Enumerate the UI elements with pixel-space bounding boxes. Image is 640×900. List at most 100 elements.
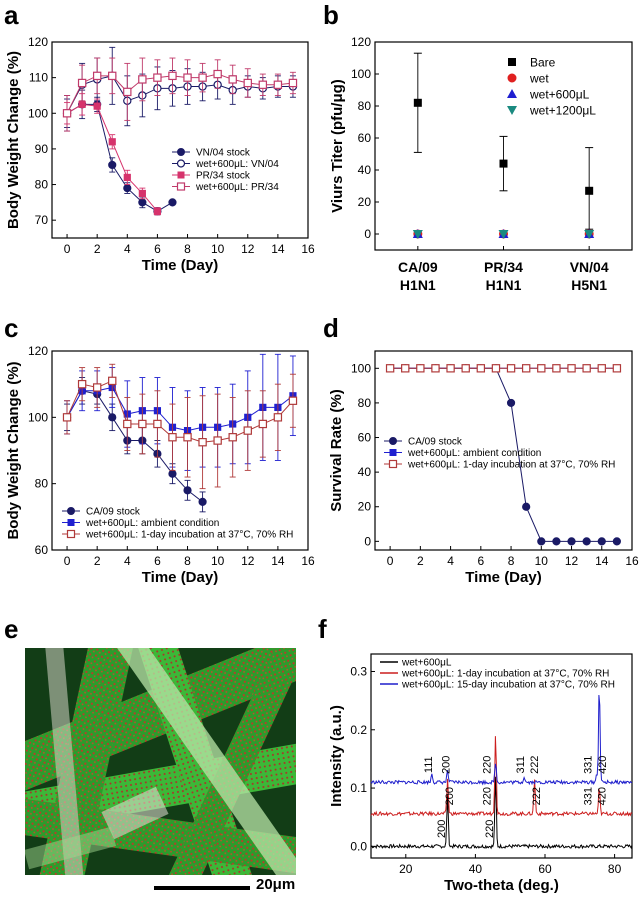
x-tick-label-d: 6 xyxy=(477,554,484,568)
legend-label-c: CA/09 stock xyxy=(86,507,141,518)
y-axis-label-f: Intensity (a.u.) xyxy=(328,705,345,807)
data-point-c-2 xyxy=(213,436,222,445)
data-point-a-2 xyxy=(138,189,146,198)
data-point-a-0 xyxy=(108,160,117,170)
data-point-c-0 xyxy=(168,469,177,478)
data-point-a-0 xyxy=(123,184,132,193)
legend-marker-d xyxy=(388,459,398,469)
panel-label-b: b xyxy=(323,0,339,30)
y-tick-label-b: 0 xyxy=(364,227,371,241)
plot-frame-a xyxy=(51,41,309,239)
data-point-d-2 xyxy=(521,364,531,373)
data-point-d-2 xyxy=(385,364,395,373)
y-axis-label-a: Body Weight Change (%) xyxy=(5,51,22,229)
data-point-d-2 xyxy=(506,364,516,373)
data-point-d-0 xyxy=(612,537,621,546)
x-tick-label-a: 2 xyxy=(94,242,101,256)
x-tick-label-a: 0 xyxy=(64,242,71,256)
peak-label-f-2: 200 xyxy=(440,756,452,774)
data-point-a-3 xyxy=(213,69,222,79)
x-tick-label-d: 2 xyxy=(417,554,424,568)
peak-label-f-1: 220 xyxy=(481,787,493,805)
data-point-c-2 xyxy=(62,413,72,422)
x-tick-label-d: 4 xyxy=(447,554,454,568)
data-point-d-0 xyxy=(537,537,546,546)
x-tick-label-c: 0 xyxy=(64,554,71,568)
data-point-a-2 xyxy=(78,100,86,108)
sem-scale-label: 20μm xyxy=(256,876,296,893)
x-tick-label-c: 4 xyxy=(124,554,131,568)
data-point-d-0 xyxy=(552,537,561,546)
sem-scale-bar xyxy=(154,886,250,890)
data-point-a-0 xyxy=(168,198,177,207)
data-point-d-2 xyxy=(612,364,622,373)
data-point-c-2 xyxy=(138,419,147,429)
peak-label-f-1: 222 xyxy=(531,787,543,805)
data-point-b-3 xyxy=(412,230,423,239)
data-point-b-0 xyxy=(499,159,508,168)
data-point-d-2 xyxy=(597,364,606,373)
legend-label-d: CA/09 stock xyxy=(408,437,463,448)
data-point-a-3 xyxy=(123,87,132,97)
legend-label-d: wet+600μL: ambient condition xyxy=(407,448,541,459)
data-point-a-0 xyxy=(138,198,147,207)
x-tick-label-a: 8 xyxy=(184,242,191,256)
data-point-d-2 xyxy=(446,364,455,373)
legend-marker-a xyxy=(176,159,186,168)
x-tick-label-d: 14 xyxy=(595,554,609,568)
y-axis-label-c: Body Weight Change (%) xyxy=(5,361,22,539)
panel-label-f: f xyxy=(318,614,327,644)
y-axis-label-d: Survival Rate (%) xyxy=(328,389,345,512)
data-point-a-3 xyxy=(62,109,72,118)
xrd-trace-1 xyxy=(370,736,633,817)
x-tick-label-c: 8 xyxy=(184,554,191,568)
y-tick-label-f: 0.3 xyxy=(350,664,367,678)
plot-frame-c xyxy=(51,350,309,551)
y-tick-label-b: 120 xyxy=(351,35,371,49)
series-line-c-1 xyxy=(66,386,294,432)
data-point-b-3 xyxy=(584,230,595,239)
y-tick-label-f: 0.2 xyxy=(350,723,367,737)
peak-label-f-2: 311 xyxy=(515,756,527,774)
y-tick-label-b: 20 xyxy=(358,195,372,209)
data-point-a-2 xyxy=(123,173,131,182)
data-point-a-3 xyxy=(183,73,192,82)
x-tick-label-d: 12 xyxy=(565,554,579,568)
x-tick-label-a: 4 xyxy=(124,242,131,256)
y-tick-label-d: 80 xyxy=(358,396,372,410)
panel-label-d: d xyxy=(323,313,339,343)
x-tick-label-a: 10 xyxy=(211,242,225,256)
legend-label-b: Bare xyxy=(530,56,556,70)
panel-label-a: a xyxy=(4,0,19,30)
peak-label-f-2: 220 xyxy=(481,756,493,774)
y-tick-label-d: 100 xyxy=(351,361,371,375)
x-tick-label-f: 40 xyxy=(469,862,483,876)
peak-label-f-1: 200 xyxy=(444,787,456,805)
x-tick-label-f: 80 xyxy=(608,862,622,876)
panel-label-c: c xyxy=(4,313,18,343)
category-label-b: H1N1 xyxy=(486,277,522,293)
data-point-a-3 xyxy=(92,71,102,81)
legend-label-a: wet+600μL: VN/04 xyxy=(195,159,279,170)
y-tick-label-d: 20 xyxy=(358,500,372,514)
data-point-a-3 xyxy=(108,71,117,81)
data-point-d-2 xyxy=(476,364,486,373)
legend-marker-d xyxy=(389,449,397,456)
xrd-trace-2 xyxy=(370,694,633,786)
data-point-a-3 xyxy=(288,78,298,88)
data-point-c-2 xyxy=(77,379,87,389)
legend-marker-b xyxy=(507,73,517,83)
legend-marker-a xyxy=(176,182,186,191)
x-tick-label-c: 2 xyxy=(94,554,101,568)
y-tick-label-c: 60 xyxy=(35,543,49,557)
data-point-d-2 xyxy=(461,364,470,373)
y-tick-label-a: 80 xyxy=(35,178,49,192)
x-tick-label-a: 14 xyxy=(271,242,285,256)
data-point-a-3 xyxy=(273,80,283,89)
peak-label-f-0: 220 xyxy=(484,820,496,838)
data-point-a-3 xyxy=(243,78,252,88)
legend-label-f: wet+600μL xyxy=(401,658,452,669)
y-tick-label-a: 100 xyxy=(28,106,48,120)
y-tick-label-d: 60 xyxy=(358,431,372,445)
data-point-d-2 xyxy=(537,364,546,373)
